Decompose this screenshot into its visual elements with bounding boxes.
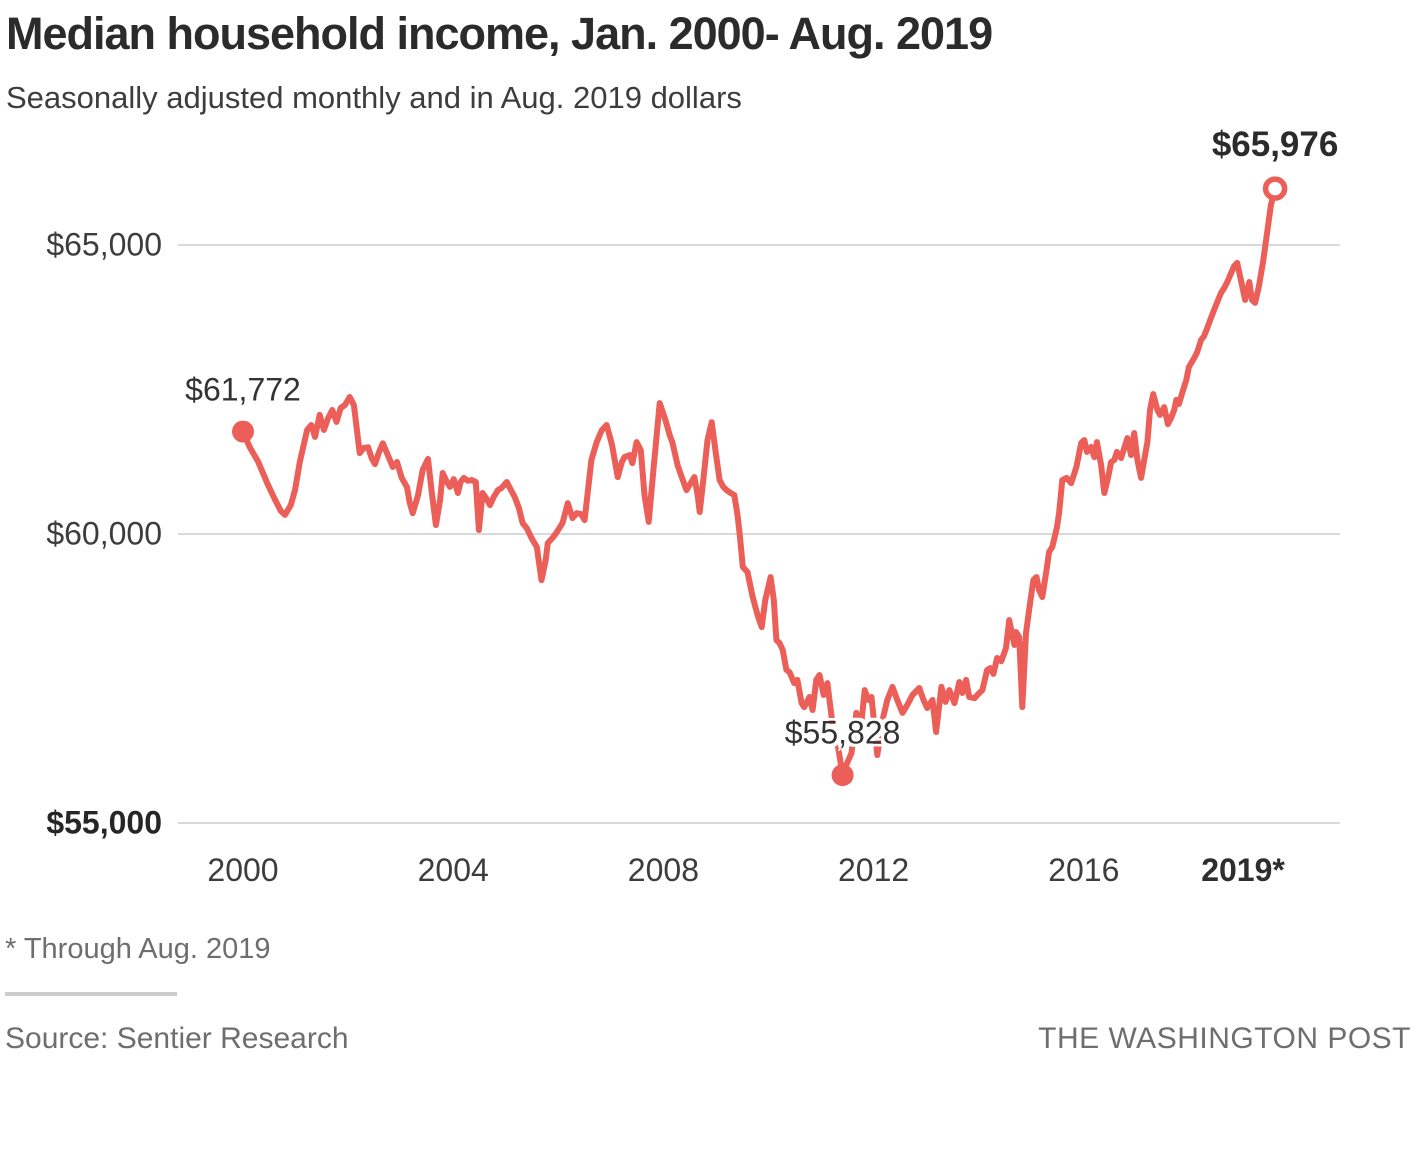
x-axis-tick-label: 2016 — [1048, 852, 1120, 888]
x-axis-tick-label: 2008 — [627, 852, 699, 888]
data-point-value-label: $65,976 — [1211, 124, 1339, 164]
publisher-credit: THE WASHINGTON POST — [1038, 1022, 1411, 1055]
income-line — [240, 185, 1279, 779]
y-axis-tick-label: $55,000 — [46, 804, 162, 841]
data-point-dot — [232, 420, 254, 443]
x-axis-tick-label: 2004 — [417, 852, 489, 888]
source-credit: Source: Sentier Research — [5, 1022, 349, 1055]
chart-subtitle: Seasonally adjusted monthly and in Aug. … — [6, 80, 742, 115]
y-axis-tick-label: $60,000 — [46, 515, 162, 552]
y-axis-tick-label: $65,000 — [46, 226, 162, 263]
x-axis-tick-label: 2019* — [1201, 852, 1285, 888]
line-series — [240, 185, 1279, 779]
data-point-value-label: $55,828 — [784, 714, 901, 751]
footer-divider — [5, 992, 177, 996]
x-axis-tick-label: 2000 — [207, 852, 279, 888]
data-point-markers — [232, 176, 1288, 787]
data-point-value-label: $61,772 — [185, 371, 301, 408]
page-title: Median household income, Jan. 2000- Aug.… — [6, 8, 993, 59]
x-axis-tick-label: 2012 — [838, 852, 910, 888]
footnote: * Through Aug. 2019 — [5, 933, 271, 965]
gridlines — [178, 244, 1340, 824]
end-data-point-open — [1262, 176, 1288, 201]
data-point-dot — [831, 764, 854, 787]
